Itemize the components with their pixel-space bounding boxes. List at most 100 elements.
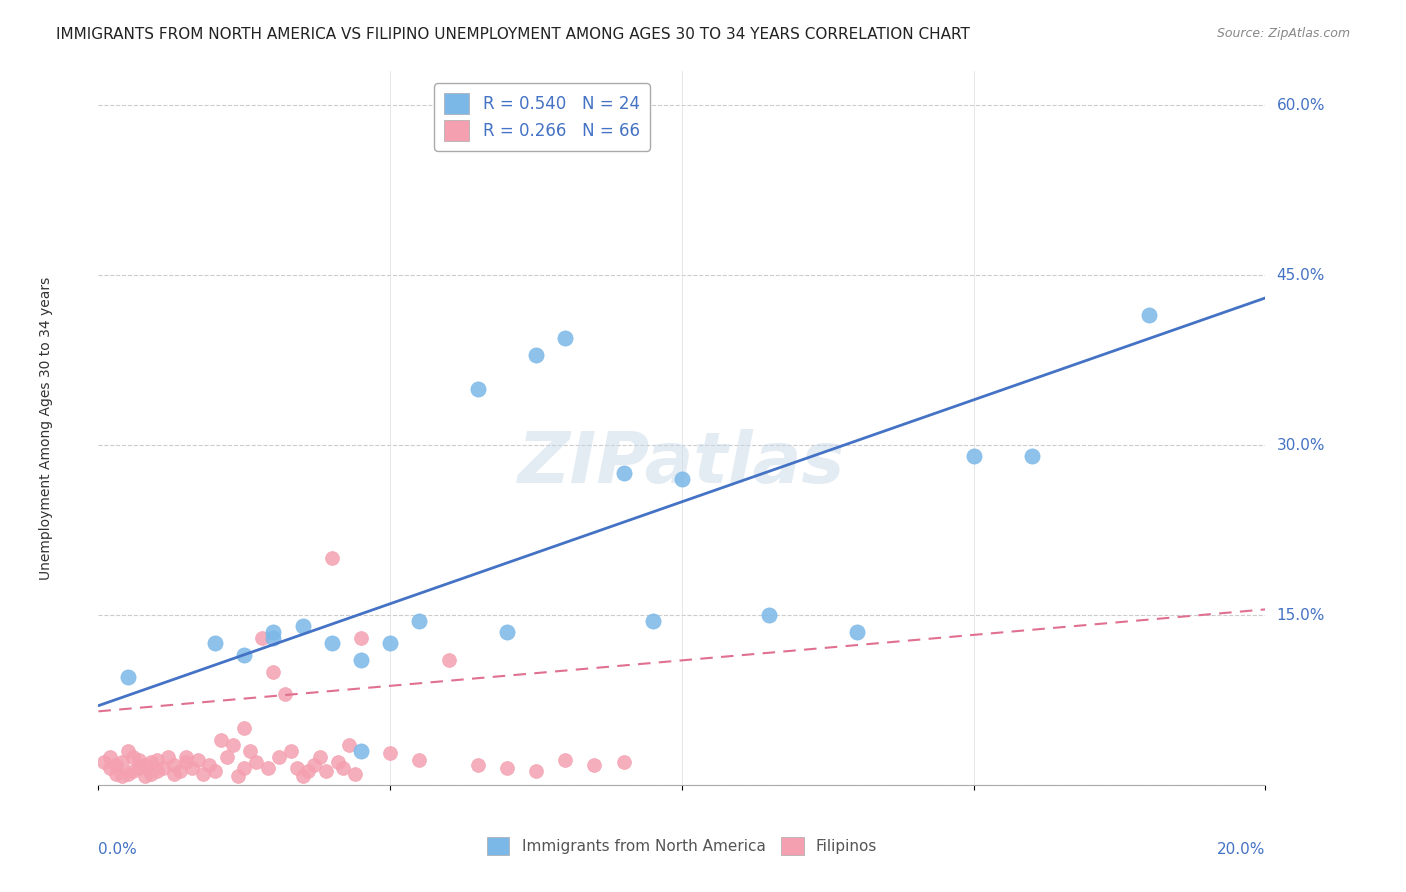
Point [350,631,373,645]
Point [274,687,297,701]
Point [332,761,354,775]
Point [163,766,186,780]
Point [134,769,156,783]
Point [321,636,343,650]
Point [612,467,634,481]
Text: 0.0%: 0.0% [98,842,138,857]
Point [350,653,373,667]
Point [163,757,186,772]
Point [128,761,150,775]
Point [408,753,430,767]
Point [309,749,332,764]
Point [524,347,547,361]
Text: Source: ZipAtlas.com: Source: ZipAtlas.com [1216,27,1350,40]
Point [291,619,314,633]
Point [408,614,430,628]
Point [111,769,134,783]
Point [344,766,367,780]
Point [280,744,302,758]
Text: 60.0%: 60.0% [1277,98,1324,113]
Point [215,749,238,764]
Point [239,744,262,758]
Point [262,665,284,679]
Point [1021,450,1043,464]
Point [198,757,221,772]
Point [380,636,402,650]
Point [304,757,326,772]
Point [228,769,250,783]
Point [174,749,197,764]
Point [437,653,460,667]
Point [321,551,343,566]
Point [315,764,337,779]
Point [98,761,121,775]
Point [233,648,256,662]
Point [93,756,115,770]
Point [117,766,139,780]
Point [204,764,226,779]
Legend: Immigrants from North America, Filipinos: Immigrants from North America, Filipinos [479,829,884,863]
Point [233,722,256,736]
Point [337,739,360,753]
Point [554,753,576,767]
Point [467,757,489,772]
Text: ZIPatlas: ZIPatlas [519,429,845,499]
Point [326,756,349,770]
Point [117,670,139,684]
Point [221,739,243,753]
Point [122,749,145,764]
Point [128,753,150,767]
Point [758,608,780,623]
Point [187,753,209,767]
Point [496,761,519,775]
Point [209,732,232,747]
Point [174,756,197,770]
Point [117,744,139,758]
Point [297,764,319,779]
Point [146,753,169,767]
Point [180,761,202,775]
Point [612,756,634,770]
Text: 30.0%: 30.0% [1277,438,1324,452]
Point [169,764,191,779]
Point [152,761,174,775]
Point [104,766,127,780]
Point [256,761,278,775]
Point [467,382,489,396]
Text: 45.0%: 45.0% [1277,268,1324,283]
Point [157,749,180,764]
Point [262,625,284,640]
Point [146,764,169,779]
Text: IMMIGRANTS FROM NORTH AMERICA VS FILIPINO UNEMPLOYMENT AMONG AGES 30 TO 34 YEARS: IMMIGRANTS FROM NORTH AMERICA VS FILIPIN… [56,27,970,42]
Point [846,625,869,640]
Text: 20.0%: 20.0% [1218,842,1265,857]
Point [139,766,162,780]
Point [437,127,460,141]
Point [122,764,145,779]
Point [250,631,273,645]
Point [291,769,314,783]
Point [524,764,547,779]
Point [962,450,984,464]
Point [380,746,402,760]
Point [583,757,606,772]
Point [193,766,215,780]
Point [139,756,162,770]
Point [671,472,693,486]
Point [134,757,156,772]
Text: 15.0%: 15.0% [1277,607,1324,623]
Point [262,631,284,645]
Point [496,625,519,640]
Point [111,756,134,770]
Point [204,636,226,650]
Point [245,756,267,770]
Point [233,761,256,775]
Point [98,749,121,764]
Point [104,757,127,772]
Point [269,749,291,764]
Point [1137,308,1160,322]
Point [641,614,664,628]
Text: Unemployment Among Ages 30 to 34 years: Unemployment Among Ages 30 to 34 years [39,277,53,580]
Point [350,744,373,758]
Point [554,330,576,344]
